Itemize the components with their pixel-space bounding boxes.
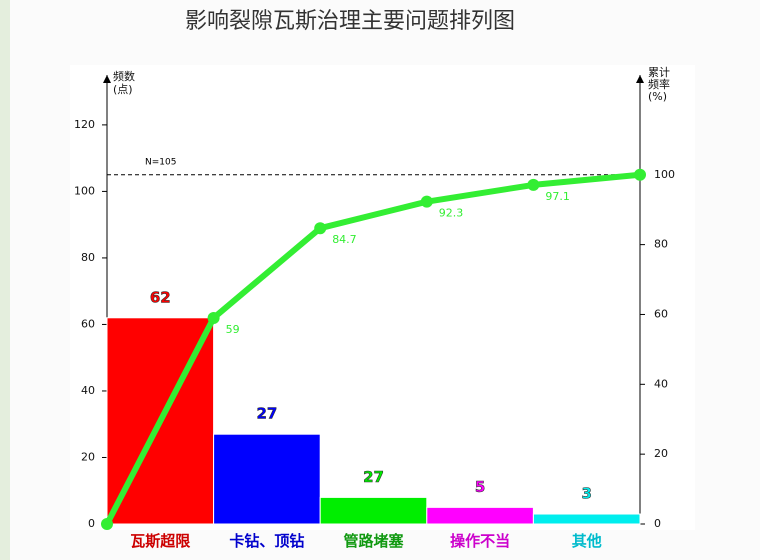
y2-tick-label: 100 bbox=[654, 168, 675, 181]
reference-label: N=105 bbox=[145, 157, 176, 167]
y-axis-label: 频数 bbox=[113, 69, 135, 83]
x-tick-label: 卡钻、顶钻 bbox=[229, 532, 304, 550]
line-marker bbox=[101, 518, 113, 530]
line-marker bbox=[527, 178, 540, 191]
x-tick-label: 管路堵塞 bbox=[343, 532, 404, 550]
bar bbox=[213, 433, 321, 525]
y2-tick-label: 0 bbox=[654, 517, 661, 530]
y2-tick-label: 40 bbox=[654, 377, 668, 390]
bar bbox=[532, 513, 641, 525]
line-value-label: 84.7 bbox=[332, 233, 357, 246]
x-tick-label: 瓦斯超限 bbox=[130, 532, 190, 550]
line-marker bbox=[634, 168, 646, 181]
y-axis-arrow bbox=[103, 75, 111, 83]
y2-tick-label: 20 bbox=[654, 447, 668, 460]
y2-axis-arrow bbox=[636, 75, 644, 83]
bar-label: 5 bbox=[475, 478, 485, 496]
x-tick-label: 其他 bbox=[572, 532, 602, 550]
y2-axis-label: (%) bbox=[648, 90, 667, 103]
line-value-label: 97.1 bbox=[545, 190, 570, 203]
y-tick-label: 60 bbox=[81, 317, 95, 330]
line-marker bbox=[420, 195, 433, 208]
y2-axis-label: 频率 bbox=[648, 77, 670, 91]
bar bbox=[426, 506, 534, 525]
y2-tick-label: 60 bbox=[654, 307, 668, 320]
y-tick-label: 0 bbox=[88, 517, 95, 530]
edge-decoration bbox=[0, 0, 10, 560]
bar-label: 27 bbox=[256, 405, 277, 423]
y-tick-label: 120 bbox=[74, 118, 95, 131]
cumulative-line bbox=[104, 171, 641, 526]
y2-tick-label: 80 bbox=[654, 238, 668, 251]
y-tick-label: 40 bbox=[81, 384, 95, 397]
y-axis-label: (点) bbox=[113, 83, 133, 96]
line-marker bbox=[207, 311, 220, 324]
bar-label: 27 bbox=[363, 468, 384, 486]
line-value-label: 92.3 bbox=[439, 207, 464, 220]
x-tick-label: 操作不当 bbox=[450, 532, 510, 550]
chart-title: 影响裂隙瓦斯治理主要问题排列图 bbox=[185, 9, 515, 34]
line-marker bbox=[314, 222, 327, 235]
y2-axis-label: 累计 bbox=[648, 66, 670, 79]
line-value-label: 59 bbox=[226, 323, 240, 336]
y-tick-label: 20 bbox=[81, 450, 95, 463]
bar bbox=[319, 496, 428, 525]
y-tick-label: 100 bbox=[74, 184, 95, 197]
bar-label: 62 bbox=[150, 288, 171, 306]
y-tick-label: 80 bbox=[81, 251, 95, 264]
bar-label: 3 bbox=[581, 485, 591, 503]
